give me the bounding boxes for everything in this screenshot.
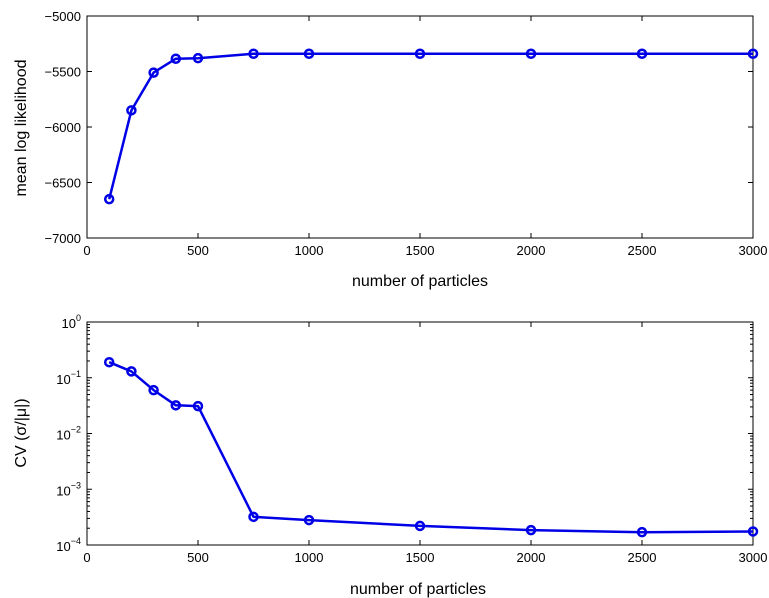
x-tick-label: 2500 — [628, 243, 657, 258]
data-point — [170, 53, 182, 64]
data-point — [192, 400, 204, 412]
y-axis-label: CV (σ/|μ|) — [13, 398, 30, 467]
data-point — [303, 48, 315, 59]
x-tick-label: 1500 — [406, 550, 435, 565]
series-line — [107, 52, 753, 200]
x-axis-label: number of particles — [352, 273, 488, 290]
y-tick-label: 10−1 — [56, 369, 81, 387]
chart-mean-log-likelihood: mean log likelihood number of particles … — [13, 9, 767, 290]
x-tick-label: 0 — [83, 550, 90, 565]
data-point — [148, 67, 159, 78]
y-tick-label: 10−3 — [56, 480, 81, 498]
y-tick-label: −7000 — [44, 231, 81, 246]
series-line — [108, 361, 754, 534]
x-axis-label: number of particles — [350, 581, 486, 598]
x-tick-label: 0 — [83, 243, 90, 258]
data-point — [636, 526, 648, 538]
x-tick-label: 3000 — [739, 550, 768, 565]
x-tick-label: 2500 — [628, 550, 657, 565]
x-tick-label: 500 — [187, 243, 209, 258]
data-point — [248, 511, 259, 523]
y-tick-label: −5500 — [44, 65, 81, 80]
y-tick-label: −6000 — [44, 120, 81, 135]
data-point — [636, 48, 648, 59]
data-point — [248, 48, 259, 59]
data-point — [747, 526, 759, 537]
data-point — [747, 48, 759, 59]
data-point — [303, 514, 315, 526]
y-tick-label: 10−4 — [56, 536, 81, 554]
x-tick-label: 1000 — [295, 243, 324, 258]
x-tick-label: 1000 — [295, 550, 324, 565]
data-point — [103, 356, 115, 368]
plot-area — [86, 321, 754, 546]
data-point — [525, 524, 537, 536]
y-tick-label: 100 — [62, 313, 81, 331]
y-tick-label: −6500 — [44, 176, 81, 191]
data-point — [525, 48, 537, 59]
x-tick-label: 2000 — [517, 550, 546, 565]
y-tick-label: 10−2 — [56, 425, 81, 443]
data-point — [170, 400, 182, 411]
x-tick-label: 3000 — [739, 243, 768, 258]
y-tick-label: −5000 — [44, 9, 81, 24]
x-tick-label: 1500 — [406, 243, 435, 258]
data-point — [126, 105, 137, 116]
y-axis-label: mean log likelihood — [13, 60, 30, 197]
data-point — [414, 520, 426, 532]
data-point — [148, 384, 159, 396]
data-point — [103, 193, 115, 205]
x-tick-label: 500 — [187, 550, 209, 565]
data-point — [192, 52, 204, 64]
data-point — [126, 366, 137, 377]
chart-coefficient-of-variation: CV (σ/|μ|) number of particles 0 500 1000 1… — [13, 313, 767, 598]
data-point — [414, 48, 426, 59]
x-tick-label: 2000 — [517, 243, 546, 258]
